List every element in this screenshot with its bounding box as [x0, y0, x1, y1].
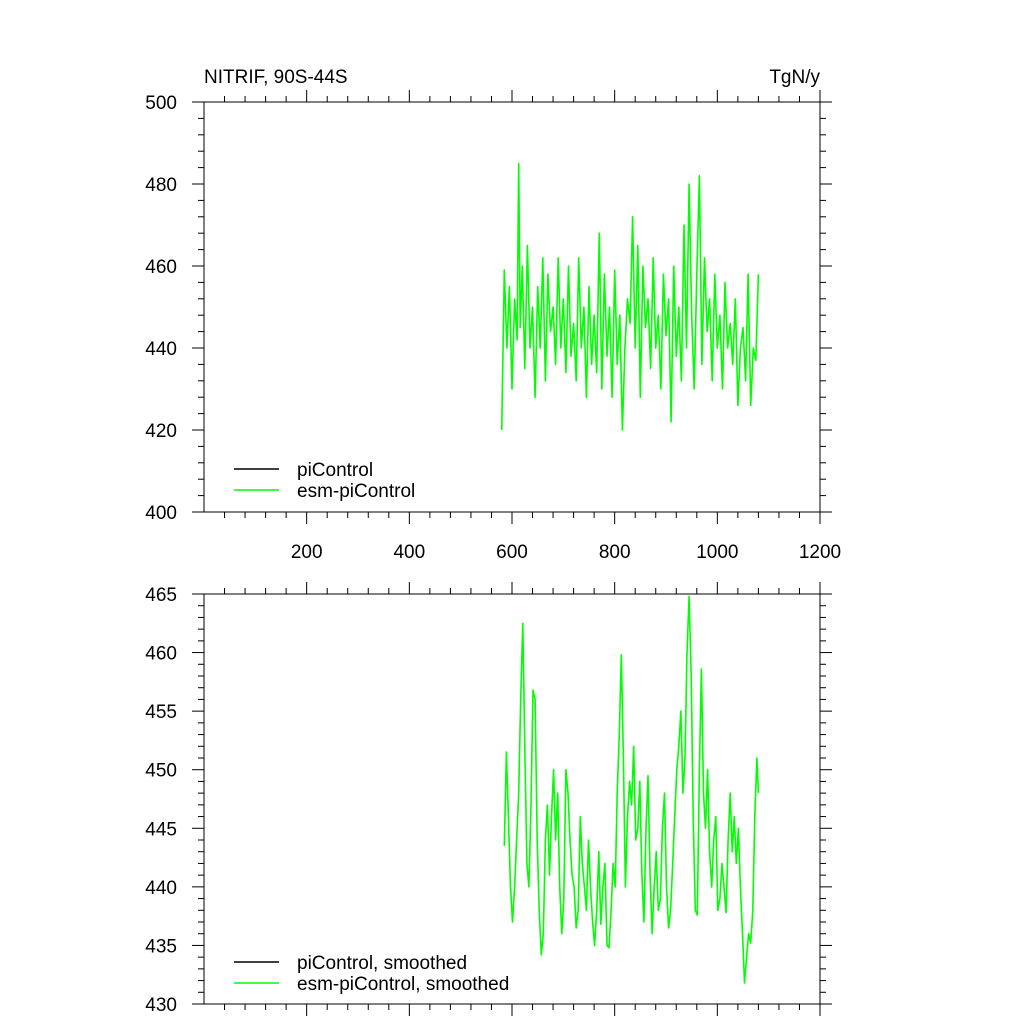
y-tick-label: 480 — [145, 175, 177, 196]
y-tick-label: 440 — [145, 339, 177, 360]
y-tick-label: 455 — [145, 702, 177, 723]
x-tick-label: 400 — [393, 542, 425, 563]
tick-marks — [192, 90, 832, 524]
y-tick-label: 460 — [145, 644, 177, 665]
panel-title: NITRIF, 90S-44S — [204, 67, 348, 88]
legend-label: piControl — [297, 460, 373, 481]
x-tick-label: 1200 — [799, 542, 841, 563]
y-tick-label: 420 — [145, 421, 177, 442]
plot-frame — [203, 593, 821, 1005]
series-line-esm-picontrol — [500, 162, 760, 431]
plot-area — [503, 595, 760, 984]
x-tick-label: 800 — [599, 542, 631, 563]
x-tick-label: 600 — [496, 542, 528, 563]
tick-labels: 400 420 440 460 480 500 200 400 600 800 1000 1200 — [145, 93, 841, 563]
legend-label: esm-piControl — [297, 481, 415, 502]
legend-label: esm-piControl, smoothed — [297, 974, 509, 995]
tick-marks — [192, 582, 832, 1016]
units-label: TgN/y — [769, 67, 820, 88]
x-tick-label: 200 — [291, 542, 323, 563]
panel-top: NITRIF, 90S-44S TgN/y 400 420 440 460 480 500… — [145, 67, 841, 563]
y-tick-label: 430 — [145, 995, 177, 1016]
y-tick-label: 400 — [145, 503, 177, 524]
y-tick-label: 500 — [145, 93, 177, 114]
y-tick-label: 440 — [145, 878, 177, 899]
panel-bottom: 430 435 440 445 450 455 460 465 piControl, smoo… — [145, 582, 832, 1016]
y-tick-label: 445 — [145, 819, 177, 840]
y-tick-label: 465 — [145, 585, 177, 606]
plot-area — [500, 162, 760, 431]
series-line-esm-picontrol-smoothed — [503, 595, 760, 984]
plot-frame — [203, 101, 821, 513]
y-tick-label: 460 — [145, 257, 177, 278]
tick-labels: 430 435 440 445 450 455 460 465 — [145, 585, 177, 1016]
y-tick-label: 435 — [145, 936, 177, 957]
x-tick-label: 1000 — [696, 542, 738, 563]
legend-label: piControl, smoothed — [297, 953, 467, 974]
y-tick-label: 450 — [145, 761, 177, 782]
